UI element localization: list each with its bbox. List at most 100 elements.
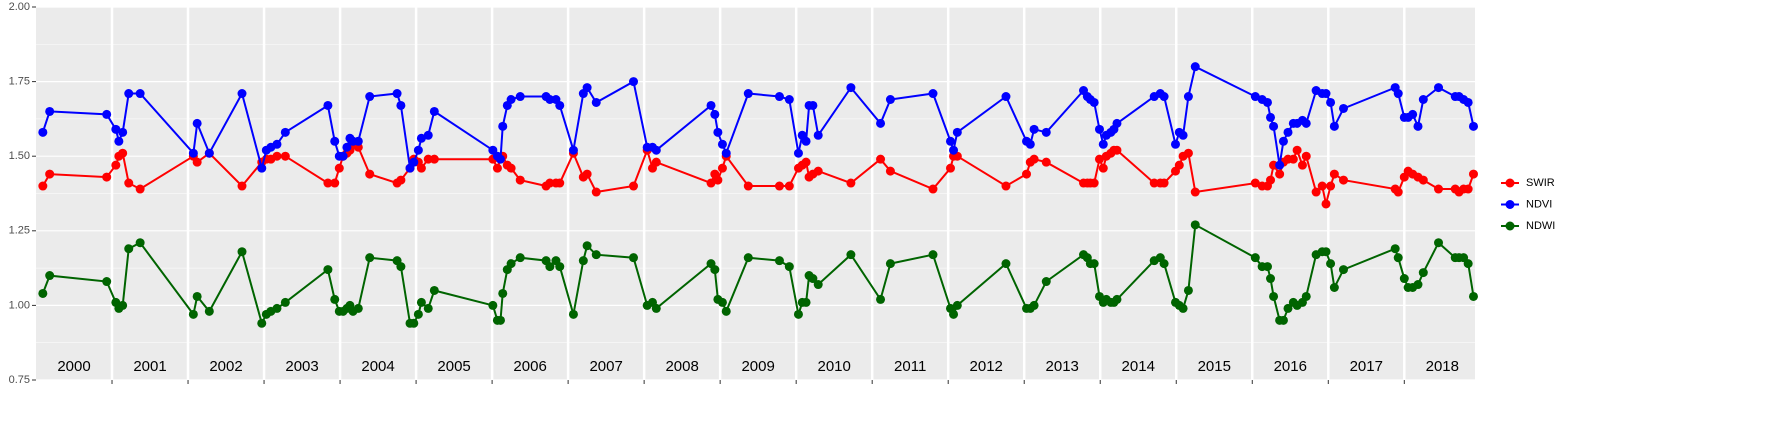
point — [124, 178, 134, 188]
point — [591, 187, 601, 197]
point — [124, 89, 134, 99]
point — [1321, 89, 1331, 99]
point — [1311, 187, 1321, 197]
point — [124, 244, 134, 254]
point — [710, 109, 720, 119]
y-tick-label: 1.25 — [9, 225, 30, 237]
point — [1098, 163, 1108, 173]
point — [188, 309, 198, 319]
point — [706, 178, 716, 188]
point — [118, 127, 128, 137]
point — [135, 238, 145, 248]
point — [793, 309, 803, 319]
point — [717, 163, 727, 173]
point — [192, 291, 202, 301]
point — [717, 297, 727, 307]
point — [1178, 130, 1188, 140]
point — [1329, 282, 1339, 292]
point — [111, 160, 121, 170]
point — [429, 285, 439, 295]
point — [188, 148, 198, 158]
point — [323, 100, 333, 110]
point — [498, 121, 508, 131]
point — [582, 241, 592, 251]
point — [1183, 285, 1193, 295]
year-label: 2005 — [437, 358, 470, 375]
point — [1170, 139, 1180, 149]
point — [1321, 199, 1331, 209]
point — [793, 148, 803, 158]
point — [237, 181, 247, 191]
point — [808, 100, 818, 110]
point — [1262, 262, 1272, 272]
point — [1292, 145, 1302, 155]
point — [1418, 268, 1428, 278]
point — [928, 89, 938, 99]
point — [423, 130, 433, 140]
point — [774, 92, 784, 102]
point — [1338, 175, 1348, 185]
point — [1001, 92, 1011, 102]
point — [1250, 253, 1260, 263]
point — [1183, 148, 1193, 158]
point — [1390, 244, 1400, 254]
point — [721, 148, 731, 158]
point — [416, 297, 426, 307]
point — [353, 303, 363, 313]
point — [1468, 169, 1478, 179]
point — [192, 118, 202, 128]
point — [416, 163, 426, 173]
point — [582, 83, 592, 93]
year-label: 2014 — [1122, 358, 1155, 375]
point — [353, 136, 363, 146]
legend-key — [1505, 200, 1515, 209]
point — [568, 309, 578, 319]
point — [1178, 303, 1188, 313]
point — [396, 100, 406, 110]
point — [1393, 187, 1403, 197]
point — [713, 127, 723, 137]
point — [1413, 121, 1423, 131]
point — [885, 259, 895, 269]
point — [1393, 89, 1403, 99]
point — [204, 306, 214, 316]
point — [515, 92, 525, 102]
point — [392, 89, 402, 99]
point — [506, 95, 516, 105]
point — [1283, 127, 1293, 137]
legend-label: NDWI — [1526, 220, 1555, 232]
point — [1301, 118, 1311, 128]
point — [338, 151, 348, 161]
point — [272, 303, 282, 313]
point — [1399, 274, 1409, 284]
point — [118, 300, 128, 310]
point — [628, 181, 638, 191]
point — [1190, 62, 1200, 72]
point — [1159, 92, 1169, 102]
point — [651, 303, 661, 313]
point — [1266, 112, 1276, 122]
point — [1266, 274, 1276, 284]
point — [628, 253, 638, 263]
point — [578, 256, 588, 266]
point — [45, 106, 55, 116]
point — [192, 157, 202, 167]
point — [102, 109, 112, 119]
point — [38, 127, 48, 137]
point — [409, 157, 419, 167]
point — [555, 178, 565, 188]
point — [413, 309, 423, 319]
point — [111, 124, 121, 134]
point — [429, 154, 439, 164]
point — [1463, 97, 1473, 107]
point — [1329, 121, 1339, 131]
point — [1190, 187, 1200, 197]
point — [118, 148, 128, 158]
point — [488, 300, 498, 310]
point — [498, 288, 508, 298]
point — [1089, 97, 1099, 107]
point — [135, 184, 145, 194]
point — [1278, 136, 1288, 146]
point — [495, 315, 505, 325]
